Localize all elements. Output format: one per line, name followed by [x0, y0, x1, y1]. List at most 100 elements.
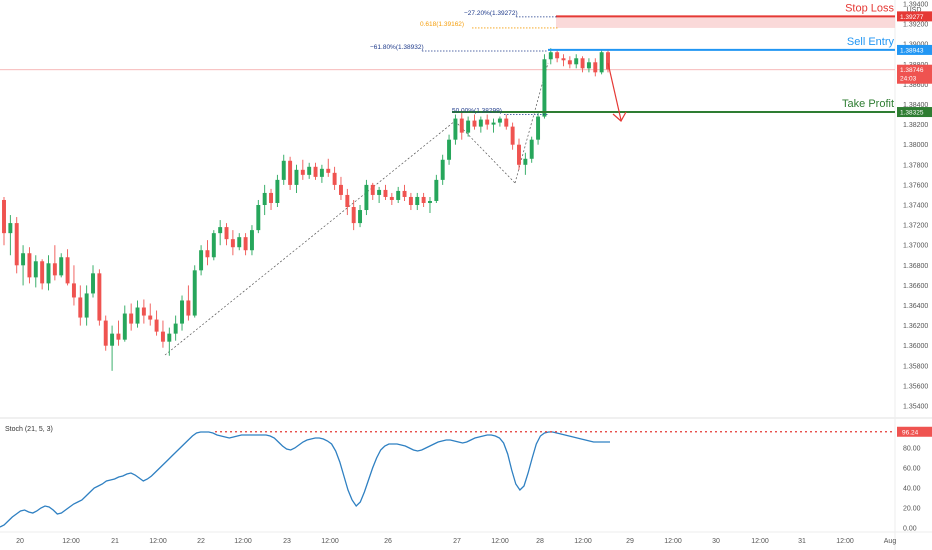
price-tick-label: 1.38400 — [903, 102, 928, 109]
candle-body — [186, 300, 191, 316]
candle-body — [561, 58, 566, 61]
stoch-tick-label: 20.00 — [903, 506, 921, 513]
candle-body — [606, 52, 610, 70]
time-tick-label: 12:00 — [574, 538, 592, 545]
candle-body — [338, 184, 343, 195]
candle-body — [2, 199, 6, 234]
candle-body — [574, 58, 579, 65]
candle-body — [593, 62, 598, 73]
candle-body — [205, 250, 210, 258]
candle-body — [542, 59, 547, 117]
candle-body — [345, 194, 350, 208]
stoch-value-text: 96.24 — [902, 429, 919, 436]
candle-body — [192, 270, 197, 316]
price-tick-label: 1.38200 — [903, 122, 928, 129]
sell-arrow-head — [612, 111, 627, 122]
candle-body — [377, 189, 382, 195]
time-tick-label: 29 — [626, 538, 634, 545]
candle-body — [434, 179, 439, 201]
candle-body — [173, 323, 178, 334]
level-label: Stop Loss — [845, 2, 894, 14]
candle-body — [237, 237, 242, 248]
fib-label: 0.618(1.39162) — [420, 21, 464, 28]
candle-body — [599, 52, 604, 73]
price-ticks: 1.394001.392001.390001.388001.386001.384… — [903, 2, 928, 411]
time-tick-label: 27 — [453, 538, 461, 545]
time-tick-label: 12:00 — [491, 538, 509, 545]
candle-body — [33, 261, 38, 278]
candle-body — [370, 184, 375, 195]
stop-loss-zone — [556, 16, 895, 28]
level-label: Take Profit — [842, 98, 894, 110]
candle-body — [8, 223, 13, 234]
candle-body — [154, 319, 159, 332]
time-tick-label: 31 — [798, 538, 806, 545]
candle-body — [21, 253, 26, 266]
candle-body — [389, 196, 394, 200]
last-price-text: 1.38746 — [900, 67, 924, 74]
price-tags: 1.39277 1.38943 1.38325 1.38746 24:03 96.24 — [897, 11, 932, 437]
time-tick-label: 30 — [712, 538, 720, 545]
candle-body — [300, 169, 305, 175]
candle-body — [78, 297, 83, 318]
stoch-value-tag — [897, 426, 932, 437]
candle-body — [332, 172, 337, 185]
stoch-tick-label: 60.00 — [903, 466, 921, 473]
candle-body — [497, 118, 502, 123]
time-tick-label: 12:00 — [62, 538, 80, 545]
price-tick-label: 1.38600 — [903, 82, 928, 89]
candle-body — [351, 207, 356, 224]
level-price-text: 1.38943 — [900, 47, 924, 54]
candle-body — [313, 166, 318, 177]
candle-body — [40, 261, 45, 284]
candle-body — [415, 196, 420, 205]
time-tick-label: 12:00 — [321, 538, 339, 545]
time-tick-label: 20 — [16, 538, 24, 545]
candle-body — [440, 159, 445, 180]
candle-body — [180, 300, 184, 324]
candle-body — [307, 166, 312, 175]
candle-body — [116, 333, 121, 340]
candle-body — [319, 168, 324, 177]
candle-body — [294, 169, 299, 185]
candle-body — [529, 139, 534, 159]
candle-body — [428, 200, 432, 203]
candle-body — [485, 119, 490, 125]
candle-body — [230, 239, 235, 248]
candle-body — [160, 331, 165, 342]
price-tick-label: 1.39200 — [903, 22, 928, 29]
candle-body — [536, 116, 541, 140]
stoch-pane — [0, 431, 895, 528]
candle-body — [383, 189, 388, 197]
price-tick-label: 1.35400 — [903, 404, 928, 411]
price-tick-label: 1.39400 — [903, 2, 928, 9]
candle-body — [478, 119, 483, 127]
time-tick-label: 22 — [197, 538, 205, 545]
price-tick-label: 1.38000 — [903, 142, 928, 149]
candle-body — [218, 227, 223, 234]
fib-label: 50.00%(1.38299) — [452, 108, 502, 115]
time-ticks: 20 12:00 21 12:00 22 12:00 23 12:00 26 27 12:00 28 1… — [16, 538, 896, 545]
candle-body — [148, 315, 153, 320]
time-tick-label: 28 — [536, 538, 544, 545]
candle-body — [262, 192, 267, 205]
candle-body — [510, 126, 515, 145]
candle-body — [110, 333, 115, 346]
candle-body — [141, 307, 146, 316]
zones — [556, 16, 895, 28]
candle-body — [364, 184, 369, 211]
candle-body — [103, 320, 108, 346]
fib-label: −61.80%(1.38932) — [370, 44, 424, 51]
candle-body — [555, 52, 560, 59]
candle-body — [65, 257, 70, 284]
candle-body — [122, 313, 127, 340]
level-label: Sell Entry — [847, 36, 895, 48]
candle-body — [27, 253, 32, 278]
price-tick-label: 1.36600 — [903, 283, 928, 290]
candle-body — [199, 250, 204, 271]
candle-body — [396, 190, 401, 200]
stoch-title: Stoch (21, 5, 3) — [5, 426, 53, 433]
time-tick-label: 12:00 — [836, 538, 854, 545]
candle-body — [326, 168, 331, 173]
level-price-tag — [897, 11, 932, 22]
